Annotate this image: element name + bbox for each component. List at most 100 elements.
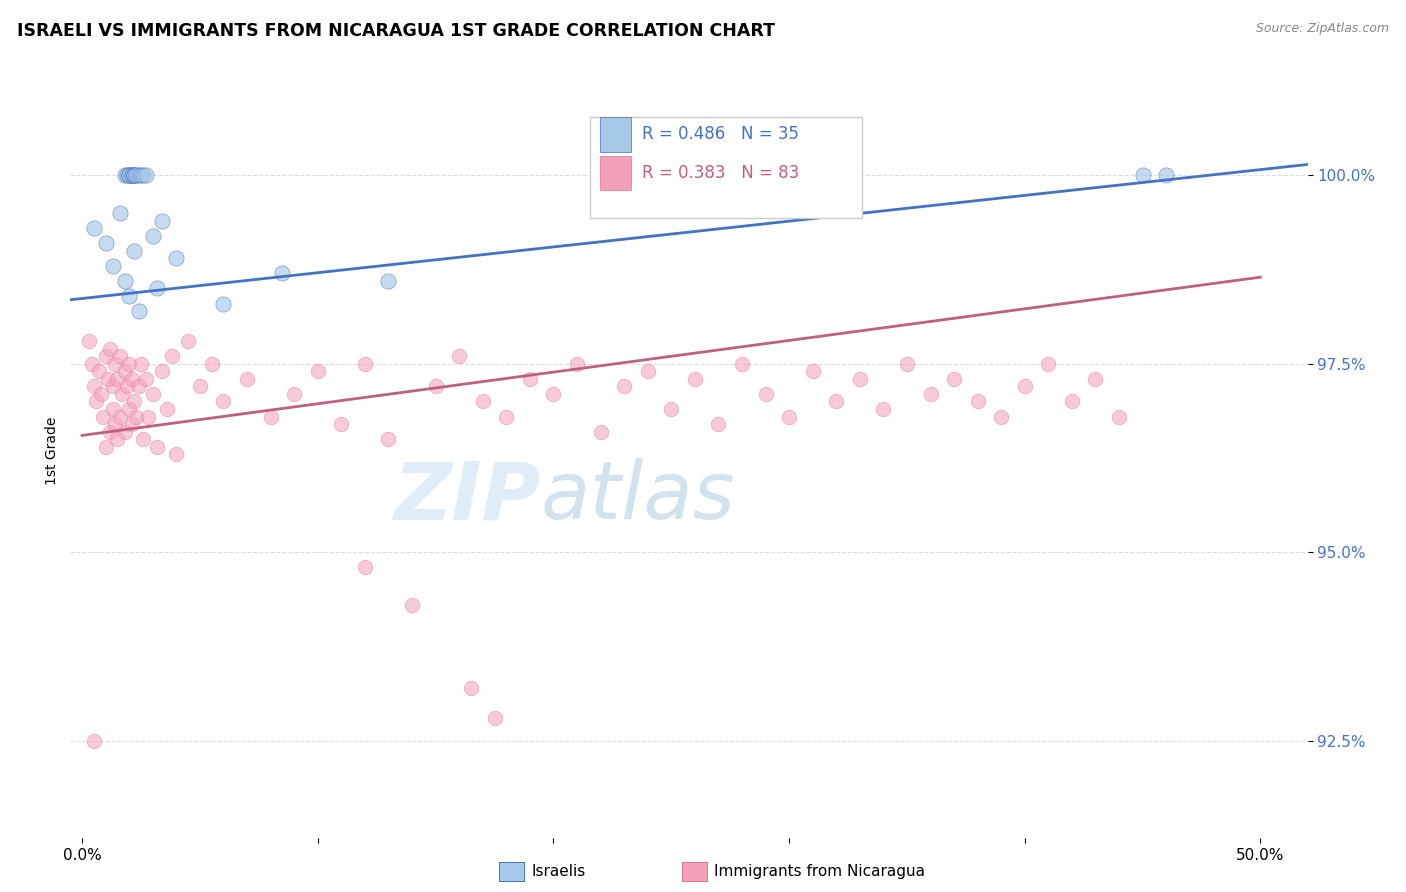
Point (83, 379, 105, 393)
Text: Israelis: Israelis (531, 864, 586, 879)
Point (150, 213, 173, 227)
Point (108, 206, 131, 220)
Point (125, 169, 148, 183)
Point (377, 274, 399, 288)
Point (104, 357, 127, 371)
Point (377, 432, 399, 446)
Point (142, 228, 165, 243)
Point (307, 364, 329, 378)
Text: ZIP: ZIP (394, 458, 540, 536)
Point (212, 296, 235, 310)
Point (519, 372, 541, 386)
Point (122, 169, 145, 183)
Point (132, 432, 155, 446)
Point (330, 417, 353, 431)
Point (91, 409, 114, 424)
Point (83, 733, 105, 747)
FancyBboxPatch shape (591, 117, 862, 218)
Text: Source: ZipAtlas.com: Source: ZipAtlas.com (1256, 22, 1389, 36)
Point (990, 409, 1012, 424)
Point (122, 244, 145, 258)
Point (825, 394, 848, 409)
Point (135, 169, 157, 183)
Point (589, 425, 612, 439)
Point (872, 402, 894, 417)
Point (425, 379, 447, 393)
Point (108, 409, 131, 424)
Point (165, 252, 187, 266)
Point (122, 394, 145, 409)
Point (115, 169, 138, 183)
Point (104, 417, 127, 431)
Point (1060, 394, 1083, 409)
Point (135, 372, 157, 386)
Point (160, 349, 183, 363)
Point (896, 357, 918, 371)
Point (129, 169, 152, 183)
Point (637, 364, 659, 378)
Point (136, 409, 159, 424)
Text: R = 0.486   N = 35: R = 0.486 N = 35 (643, 125, 799, 143)
Point (683, 372, 706, 386)
Point (236, 372, 259, 386)
Point (128, 169, 150, 183)
Point (1084, 372, 1107, 386)
Point (1108, 409, 1130, 424)
Point (94, 349, 117, 363)
Point (83, 221, 105, 235)
Point (114, 274, 136, 288)
Point (118, 402, 141, 417)
Point (107, 372, 129, 386)
Point (801, 364, 824, 378)
Point (401, 598, 423, 612)
Point (1014, 379, 1036, 393)
Point (87, 364, 110, 378)
Point (121, 417, 143, 431)
Point (111, 387, 134, 401)
Point (212, 394, 235, 409)
Point (943, 372, 966, 386)
Text: atlas: atlas (540, 458, 735, 536)
Point (90, 387, 112, 401)
Point (114, 169, 136, 183)
Point (259, 409, 281, 424)
Point (920, 387, 942, 401)
Point (707, 417, 730, 431)
Point (125, 409, 148, 424)
Point (849, 372, 872, 386)
Point (754, 387, 776, 401)
Point (101, 259, 124, 273)
Point (114, 425, 136, 439)
Point (118, 289, 141, 303)
Point (165, 447, 187, 461)
Point (98, 342, 121, 356)
Point (565, 357, 588, 371)
Point (543, 387, 565, 401)
Point (101, 379, 124, 393)
Point (121, 169, 143, 183)
Point (107, 432, 129, 446)
Point (283, 387, 305, 401)
Point (966, 394, 988, 409)
Point (128, 379, 150, 393)
Point (118, 169, 141, 183)
Point (121, 372, 143, 386)
Point (1154, 169, 1177, 183)
Point (1132, 169, 1154, 183)
Point (778, 409, 800, 424)
Point (460, 681, 482, 695)
Point (188, 379, 211, 393)
Point (132, 169, 155, 183)
Point (150, 364, 173, 378)
Point (495, 409, 517, 424)
Point (177, 334, 200, 349)
Point (449, 349, 471, 363)
Point (118, 169, 141, 183)
Point (613, 379, 636, 393)
Point (77, 334, 100, 349)
Point (484, 711, 506, 725)
Point (471, 394, 494, 409)
Point (115, 379, 138, 393)
Point (128, 304, 150, 318)
Point (1038, 357, 1060, 371)
